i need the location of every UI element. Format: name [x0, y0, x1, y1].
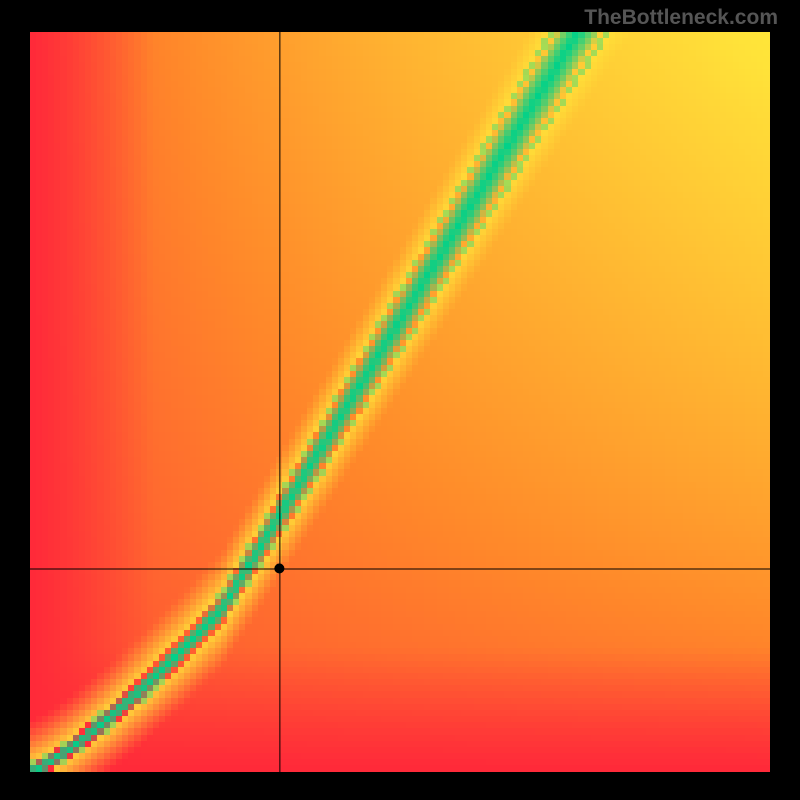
plot-frame [30, 32, 770, 772]
bottleneck-heatmap [30, 32, 770, 772]
watermark-text: TheBottleneck.com [584, 6, 778, 30]
